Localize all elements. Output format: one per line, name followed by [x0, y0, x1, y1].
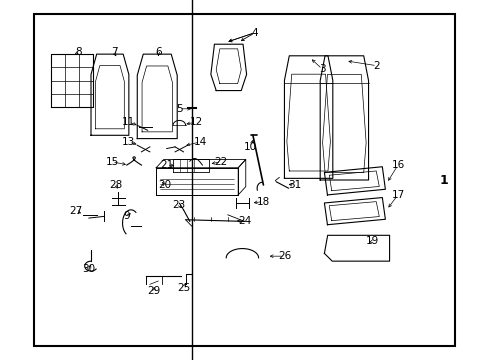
Text: 28: 28 — [109, 180, 122, 190]
Text: 5: 5 — [176, 104, 182, 114]
Text: 6: 6 — [155, 48, 161, 58]
Text: 2: 2 — [373, 61, 380, 71]
Text: 3: 3 — [318, 64, 325, 74]
Text: 18: 18 — [256, 197, 269, 207]
Text: 26: 26 — [277, 251, 290, 261]
Text: 1: 1 — [439, 174, 447, 186]
Text: 7: 7 — [111, 48, 117, 58]
Text: 21: 21 — [160, 160, 173, 170]
Text: 9: 9 — [123, 211, 130, 221]
Text: 25: 25 — [177, 283, 190, 293]
Text: 20: 20 — [158, 180, 171, 190]
Text: 23: 23 — [172, 200, 185, 210]
Text: 4: 4 — [251, 28, 258, 37]
Text: 29: 29 — [147, 286, 161, 296]
Text: 27: 27 — [69, 207, 83, 216]
Text: 13: 13 — [122, 137, 135, 147]
Bar — [34, 14, 454, 346]
Text: 8: 8 — [75, 48, 81, 58]
Text: 16: 16 — [390, 160, 404, 170]
Text: 22: 22 — [214, 157, 227, 167]
Text: 30: 30 — [82, 265, 95, 274]
Text: 24: 24 — [237, 216, 251, 226]
Text: 17: 17 — [390, 190, 404, 200]
Text: 11: 11 — [122, 117, 135, 127]
Text: 12: 12 — [189, 117, 203, 127]
Text: 31: 31 — [288, 180, 301, 190]
Text: 15: 15 — [105, 157, 119, 167]
Text: 14: 14 — [193, 137, 206, 147]
Text: 19: 19 — [366, 236, 379, 246]
Text: 10: 10 — [244, 142, 257, 152]
